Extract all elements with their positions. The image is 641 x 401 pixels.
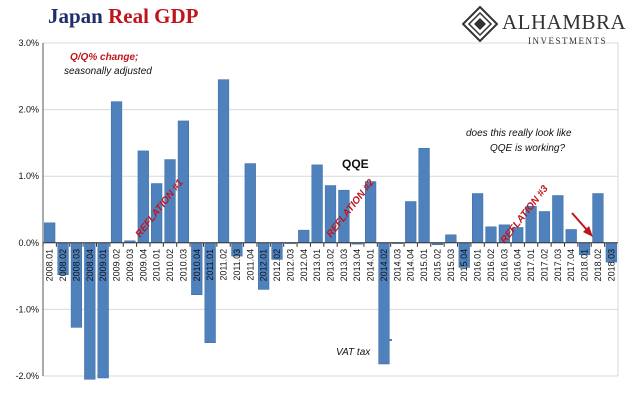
x-tick-label: 2016.03 bbox=[499, 249, 509, 282]
x-tick-label: 2010.03 bbox=[178, 249, 188, 282]
x-tick-label: 2008.02 bbox=[58, 249, 68, 282]
brand-logo: ALHAMBRA INVESTMENTS bbox=[462, 6, 637, 46]
x-tick-label: 2009.04 bbox=[138, 249, 148, 282]
x-tick-label: 2015.02 bbox=[432, 249, 442, 282]
x-tick-label: 2012.02 bbox=[272, 249, 282, 282]
x-tick-label: 2014.03 bbox=[392, 249, 402, 282]
logo-name: ALHAMBRA bbox=[502, 10, 627, 34]
x-tick-label: 2011.03 bbox=[232, 249, 242, 281]
y-tick-label: 0.0% bbox=[18, 238, 39, 248]
question-line2: QQE is working? bbox=[490, 143, 565, 154]
x-tick-label: 2010.02 bbox=[165, 249, 175, 282]
bar-2014.04 bbox=[405, 201, 417, 244]
bar-2008.01 bbox=[44, 222, 56, 244]
logo-subtitle: INVESTMENTS bbox=[528, 36, 607, 46]
x-tick-label: 2017.01 bbox=[526, 249, 536, 282]
x-tick-label: 2016.01 bbox=[473, 249, 483, 282]
title-metric: Real GDP bbox=[108, 4, 199, 28]
x-tick-label: 2008.04 bbox=[85, 249, 95, 282]
x-tick-label: 2012.03 bbox=[285, 249, 295, 282]
bar-2012.04 bbox=[298, 229, 310, 244]
x-tick-label: 2017.04 bbox=[566, 249, 576, 282]
y-tick-label: -1.0% bbox=[15, 304, 39, 314]
bar-2011.02 bbox=[217, 79, 230, 244]
x-tick-label: 2009.01 bbox=[98, 249, 108, 282]
bar-2016.01 bbox=[471, 193, 484, 244]
y-tick-label: 3.0% bbox=[18, 38, 39, 48]
x-tick-label: 2009.02 bbox=[112, 249, 122, 282]
x-tick-label: 2008.01 bbox=[45, 249, 55, 282]
x-tick-label: 2011.02 bbox=[219, 249, 229, 281]
y-tick-label: 2.0% bbox=[18, 105, 39, 115]
x-tick-label: 2014.01 bbox=[366, 249, 376, 282]
x-tick-label: 2013.01 bbox=[312, 249, 322, 282]
title-country: Japan bbox=[48, 4, 103, 28]
x-tick-label: 2016.04 bbox=[513, 249, 523, 282]
x-tick-label: 2008.03 bbox=[71, 249, 81, 282]
x-tick-label: 2011.04 bbox=[245, 249, 255, 281]
y-axis: -2.0% -1.0% 0.0% 1.0% 2.0% 3.0% bbox=[15, 38, 44, 381]
y-tick-label: 1.0% bbox=[18, 171, 39, 181]
bar-2013.01 bbox=[311, 164, 323, 244]
x-tick-label: 2010.01 bbox=[152, 249, 162, 282]
bar-2017.04 bbox=[565, 229, 577, 244]
question-line1: does this really look like bbox=[466, 128, 572, 139]
subtitle-line1: Q/Q% change; bbox=[70, 52, 138, 63]
bar-2017.03 bbox=[552, 195, 564, 244]
x-tick-label: 2018.03 bbox=[606, 249, 616, 282]
bar-2015.03 bbox=[445, 234, 457, 244]
x-tick-label: 2013.03 bbox=[339, 249, 349, 282]
y-tick-label: -2.0% bbox=[15, 371, 39, 381]
x-tick-label: 2009.03 bbox=[125, 249, 135, 282]
x-tick-label: 2011.01 bbox=[205, 249, 215, 281]
x-tick-label: 2014.04 bbox=[406, 249, 416, 282]
bar-2016.02 bbox=[485, 226, 497, 244]
x-tick-label: 2017.03 bbox=[553, 249, 563, 282]
bar-2015.01 bbox=[418, 147, 430, 244]
x-tick-label: 2016.02 bbox=[486, 249, 496, 282]
x-tick-label: 2014.02 bbox=[379, 249, 389, 282]
vat-tax-label: VAT tax bbox=[336, 347, 371, 358]
x-tick-label: 2015.03 bbox=[446, 249, 456, 282]
bar-2017.02 bbox=[538, 211, 551, 244]
alhambra-diamond-logo-icon bbox=[462, 6, 498, 42]
x-tick-label: 2010.04 bbox=[192, 249, 202, 282]
x-tick-label: 2012.01 bbox=[259, 249, 269, 282]
chart-title: Japan Real GDP bbox=[48, 4, 199, 29]
bar-2011.04 bbox=[244, 163, 256, 244]
red-arrow-icon bbox=[571, 212, 593, 237]
x-tick-label: 2018.02 bbox=[593, 249, 603, 282]
x-tick-label: 2017.02 bbox=[539, 249, 549, 282]
x-tick-label: 2012.04 bbox=[299, 249, 309, 282]
qqe-label: QQE bbox=[342, 157, 369, 171]
bars bbox=[44, 79, 617, 380]
x-tick-label: 2018.01 bbox=[580, 249, 590, 282]
subtitle-line2: seasonally adjusted bbox=[64, 66, 152, 77]
x-tick-label: 2013.02 bbox=[326, 249, 336, 282]
x-tick-label: 2013.04 bbox=[352, 249, 362, 282]
x-axis: 2008.01 2008.02 2008.03 2008.04 2009.01 2009.… bbox=[42, 242, 618, 282]
bar-2018.02 bbox=[592, 193, 604, 244]
x-tick-label: 2015.04 bbox=[459, 249, 469, 282]
bar-2009.02 bbox=[110, 101, 123, 244]
x-tick-label: 2015.01 bbox=[419, 249, 429, 282]
